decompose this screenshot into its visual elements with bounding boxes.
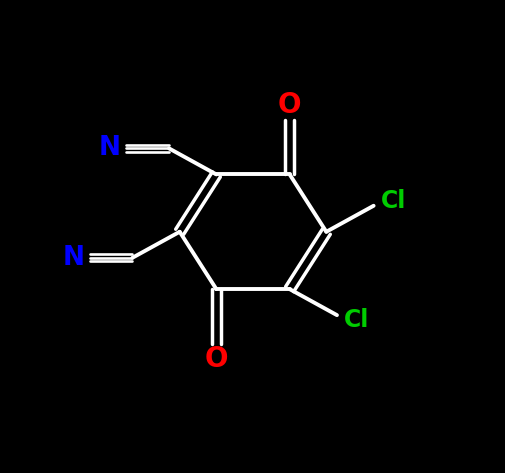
Text: N: N — [98, 135, 121, 161]
Text: N: N — [62, 245, 84, 271]
Text: Cl: Cl — [380, 189, 406, 213]
Text: Cl: Cl — [343, 308, 369, 332]
Text: O: O — [277, 91, 301, 119]
Text: O: O — [204, 345, 228, 373]
